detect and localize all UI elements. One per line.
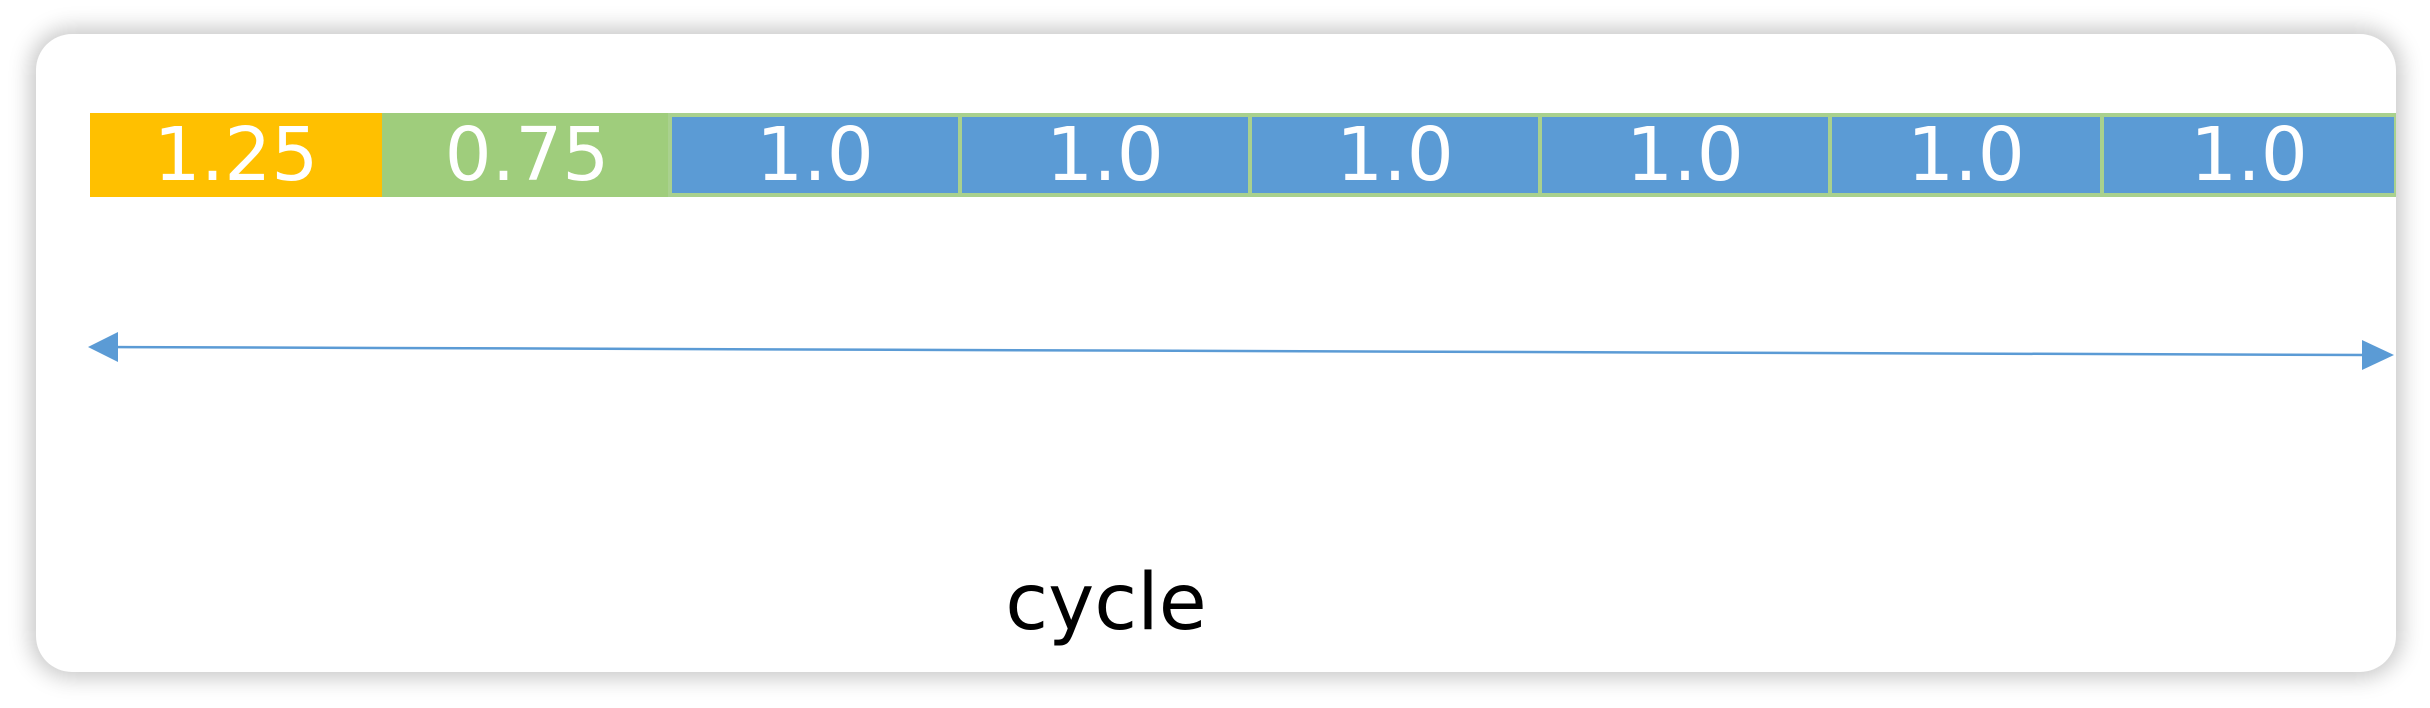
segment-6: 1.0 <box>1538 113 1832 197</box>
segment-1: 1.25 <box>90 113 382 197</box>
segment-3: 1.0 <box>668 113 962 197</box>
right-arrowhead-icon <box>2362 340 2394 370</box>
cycle-span-arrow <box>88 332 2394 370</box>
segment-2: 0.75 <box>382 113 672 197</box>
segment-8: 1.0 <box>2100 113 2396 197</box>
cycle-label: cycle <box>1005 558 1207 648</box>
arrow-line <box>105 345 2369 357</box>
left-arrowhead-icon <box>88 332 118 362</box>
diagram-card: 1.25 0.75 1.0 1.0 1.0 1.0 1.0 1.0 cycle <box>36 34 2396 672</box>
segment-bar: 1.25 0.75 1.0 1.0 1.0 1.0 1.0 1.0 <box>90 113 2396 197</box>
